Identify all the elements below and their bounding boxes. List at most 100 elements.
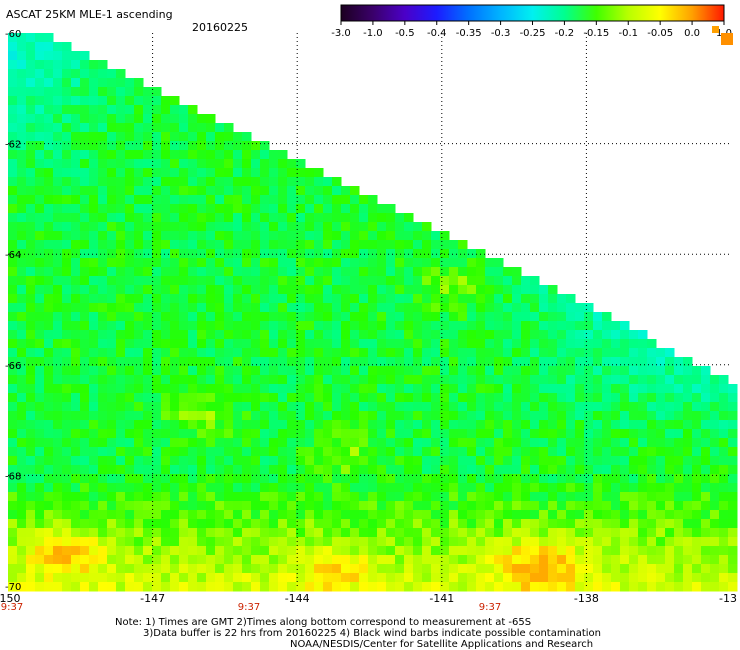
heatmap-cell [557,321,567,331]
heatmap-cell [386,258,396,268]
heatmap-cell [161,339,171,349]
heatmap-cell [476,285,486,295]
heatmap-cell [269,339,279,349]
heatmap-cell [458,555,468,565]
heatmap-cell [440,285,450,295]
heatmap-cell [17,375,27,385]
heatmap-cell [278,555,288,565]
heatmap-cell [233,285,243,295]
heatmap-cell [377,492,387,502]
heatmap-cell [179,258,189,268]
heatmap-cell [503,501,513,511]
heatmap-cell [80,150,90,160]
heatmap-cell [584,528,594,538]
heatmap-cell [161,447,171,457]
heatmap-cell [323,213,333,223]
heatmap-cell [134,276,144,286]
heatmap-cell [359,492,369,502]
heatmap-cell [368,276,378,286]
heatmap-cell [179,168,189,178]
heatmap-cell [539,528,549,538]
heatmap-cell [260,393,270,403]
heatmap-cell [377,420,387,430]
heatmap-cell [206,267,216,277]
heatmap-cell [323,186,333,196]
heatmap-cell [98,528,108,538]
heatmap-cell [719,456,729,466]
heatmap-cell [44,510,54,520]
heatmap-cell [368,573,378,583]
heatmap-cell [161,267,171,277]
heatmap-cell [449,321,459,331]
heatmap-cell [494,312,504,322]
heatmap-cell [692,474,702,484]
heatmap-cell [278,177,288,187]
heatmap-cell [413,555,423,565]
heatmap-cell [116,420,126,430]
heatmap-cell [197,168,207,178]
heatmap-cell [620,573,630,583]
heatmap-cell [215,465,225,475]
heatmap-cell [152,501,162,511]
heatmap-cell [476,474,486,484]
colorbar-label: -0.3 [491,28,511,39]
heatmap-cell [386,357,396,367]
heatmap-cell [17,393,27,403]
heatmap-cell [107,177,117,187]
heatmap-cell [629,474,639,484]
heatmap-cell [323,564,333,574]
heatmap-cell [476,555,486,565]
heatmap-cell [278,168,288,178]
heatmap-cell [485,501,495,511]
heatmap-cell [179,366,189,376]
heatmap-cell [8,60,18,70]
heatmap-cell [179,195,189,205]
heatmap-cell [260,168,270,178]
heatmap-cell [449,330,459,340]
heatmap-cell [242,429,252,439]
heatmap-cell [719,438,729,448]
heatmap-cell [35,141,45,151]
heatmap-cell [8,303,18,313]
heatmap-cell [179,249,189,259]
heatmap-cell [692,384,702,394]
heatmap-cell [305,177,315,187]
heatmap-cell [674,510,684,520]
heatmap-cell [44,51,54,61]
heatmap-cell [242,321,252,331]
heatmap-cell [179,177,189,187]
heatmap-cell [53,429,63,439]
heatmap-cell [143,267,153,277]
heatmap-cell [512,420,522,430]
heatmap-cell [26,537,36,547]
heatmap-cell [305,348,315,358]
heatmap-cell [80,555,90,565]
heatmap-cell [134,366,144,376]
heatmap-cell [287,564,297,574]
heatmap-cell [215,231,225,241]
heatmap-cell [152,474,162,484]
heatmap-cell [593,555,603,565]
heatmap-cell [251,321,261,331]
heatmap-cell [638,411,648,421]
heatmap-cell [98,402,108,412]
heatmap-cell [206,114,216,124]
heatmap-cell [620,564,630,574]
heatmap-cell [125,231,135,241]
heatmap-cell [116,483,126,493]
heatmap-cell [557,528,567,538]
heatmap-cell [35,42,45,52]
heatmap-cell [719,537,729,547]
heatmap-cell [98,87,108,97]
heatmap-cell [44,186,54,196]
heatmap-cell [251,402,261,412]
heatmap-cell [728,564,738,574]
heatmap-cell [143,123,153,133]
heatmap-cell [233,474,243,484]
heatmap-cell [710,501,720,511]
heatmap-cell [161,168,171,178]
heatmap-cell [233,267,243,277]
heatmap-cell [170,528,180,538]
heatmap-cell [224,348,234,358]
heatmap-cell [548,402,558,412]
